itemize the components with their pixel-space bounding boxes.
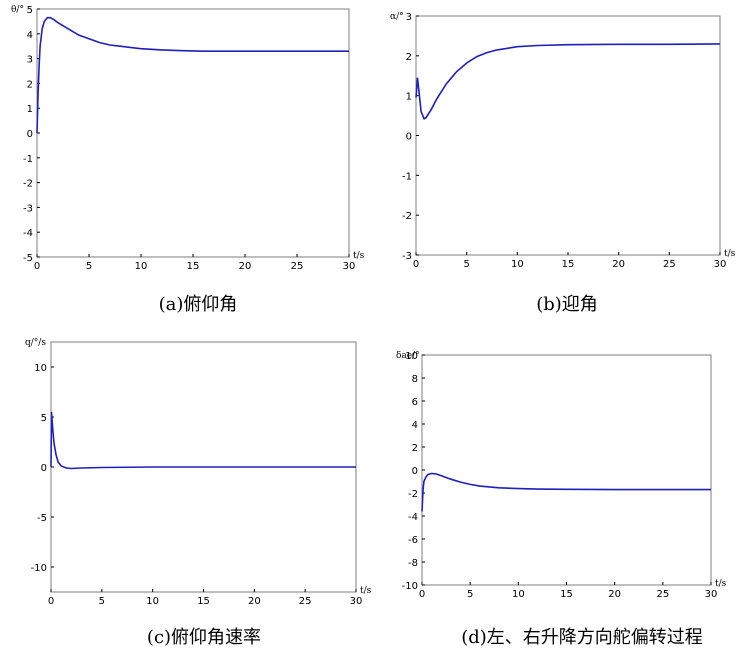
y-tick-label: 8 — [412, 374, 418, 385]
y-tick-label: -10 — [31, 563, 47, 574]
x-tick-label: 25 — [663, 259, 676, 270]
y-tick-label: -4 — [23, 228, 33, 239]
y-axis-label: θ/° — [11, 5, 24, 15]
chart-2: 0 5 10 15 20 25 30 -3 -2 -1 0 1 2 3 t/s α/° (b)迎角 — [390, 12, 736, 315]
chart-caption: (a)俯仰角 — [159, 294, 238, 315]
y-tick-label: 0 — [412, 466, 418, 477]
x-tick-label: 0 — [419, 589, 425, 600]
y-tick-label: -1 — [23, 154, 33, 165]
chart-3: 0 5 10 15 20 25 30 -10 -5 0 5 10 t/s q/°/s (c)俯仰角速率 — [25, 338, 372, 648]
x-tick-label: 30 — [705, 589, 718, 600]
y-tick-label: 0 — [27, 129, 33, 140]
y-tick-label: -2 — [402, 211, 412, 222]
x-tick-label: 30 — [343, 261, 356, 272]
y-tick-label: -4 — [408, 512, 418, 523]
y-tick-label: -2 — [23, 179, 33, 190]
plot-frame — [421, 354, 712, 586]
plot-frame — [415, 15, 721, 256]
y-tick-label: 0 — [41, 463, 47, 474]
y-tick-label: -10 — [402, 581, 418, 592]
x-tick-label: 15 — [562, 259, 575, 270]
y-tick-label: 3 — [27, 55, 33, 66]
x-tick-label: 20 — [248, 596, 261, 607]
x-tick-label: 10 — [146, 596, 159, 607]
x-tick-label: 20 — [608, 589, 621, 600]
series-line — [36, 16, 349, 134]
y-tick-label: -2 — [408, 489, 418, 500]
y-axis-label: q/°/s — [25, 338, 46, 348]
x-axis-label: t/s — [724, 249, 736, 259]
y-tick-label: -5 — [37, 513, 47, 524]
x-tick-label: 5 — [467, 589, 473, 600]
x-tick-label: 30 — [350, 596, 363, 607]
x-tick-label: 25 — [291, 261, 304, 272]
y-tick-label: 10 — [405, 351, 418, 362]
series-line — [50, 411, 356, 470]
x-tick-label: 10 — [135, 261, 148, 272]
x-tick-label: 20 — [239, 261, 252, 272]
y-tick-label: -8 — [408, 558, 418, 569]
y-tick-label: 0 — [406, 132, 412, 143]
x-tick-label: 25 — [656, 589, 669, 600]
y-axis-label: δae/° — [396, 351, 420, 361]
y-tick-label: -6 — [408, 535, 418, 546]
y-tick-label: 3 — [406, 12, 412, 23]
chart-caption: (c)俯仰角速率 — [147, 627, 261, 648]
chart-caption: (d)左、右升降方向舵偏转过程 — [461, 627, 703, 648]
x-tick-label: 10 — [511, 259, 524, 270]
plot-frame — [36, 8, 350, 258]
x-axis-label: t/s — [715, 579, 727, 589]
x-tick-label: 15 — [187, 261, 200, 272]
y-tick-label: 6 — [412, 397, 418, 408]
chart-1: 0 5 10 15 20 25 30 -5 -4 -3 -2 -1 0 1 2 3 4 5 t/s θ/° (a)俯仰角 — [11, 5, 365, 315]
y-tick-label: -5 — [23, 253, 33, 264]
y-tick-label: 5 — [27, 5, 33, 16]
x-tick-label: 15 — [560, 589, 573, 600]
y-tick-label: 10 — [34, 363, 47, 374]
x-tick-label: 0 — [413, 259, 419, 270]
x-tick-label: 15 — [197, 596, 210, 607]
x-axis-label: t/s — [360, 586, 372, 596]
x-tick-label: 5 — [86, 261, 92, 272]
series-line — [421, 472, 711, 512]
x-tick-label: 5 — [463, 259, 469, 270]
x-axis-label: t/s — [353, 251, 365, 261]
y-tick-label: 1 — [406, 92, 412, 103]
x-tick-label: 5 — [99, 596, 105, 607]
y-tick-label: 2 — [406, 52, 412, 63]
y-tick-label: -1 — [402, 171, 412, 182]
chart-caption: (b)迎角 — [536, 294, 598, 315]
series-line — [415, 43, 721, 120]
y-tick-label: 4 — [27, 30, 33, 41]
x-tick-label: 25 — [299, 596, 312, 607]
y-tick-label: -3 — [402, 251, 412, 262]
x-tick-label: 20 — [612, 259, 625, 270]
y-tick-label: 2 — [27, 79, 33, 90]
y-tick-label: 4 — [412, 420, 418, 431]
y-tick-label: 1 — [27, 104, 33, 115]
x-tick-label: 0 — [34, 261, 40, 272]
y-tick-label: 5 — [41, 413, 47, 424]
y-axis-label: α/° — [390, 12, 404, 22]
y-tick-label: 2 — [412, 443, 418, 454]
y-tick-label: -3 — [23, 203, 33, 214]
x-tick-label: 30 — [714, 259, 727, 270]
chart-4: 0 5 10 15 20 25 30 -10 -8 -6 -4 -2 0 2 4 6 8 10 t/s δae/° (d… — [396, 351, 727, 648]
x-tick-label: 10 — [512, 589, 525, 600]
x-tick-label: 0 — [48, 596, 54, 607]
